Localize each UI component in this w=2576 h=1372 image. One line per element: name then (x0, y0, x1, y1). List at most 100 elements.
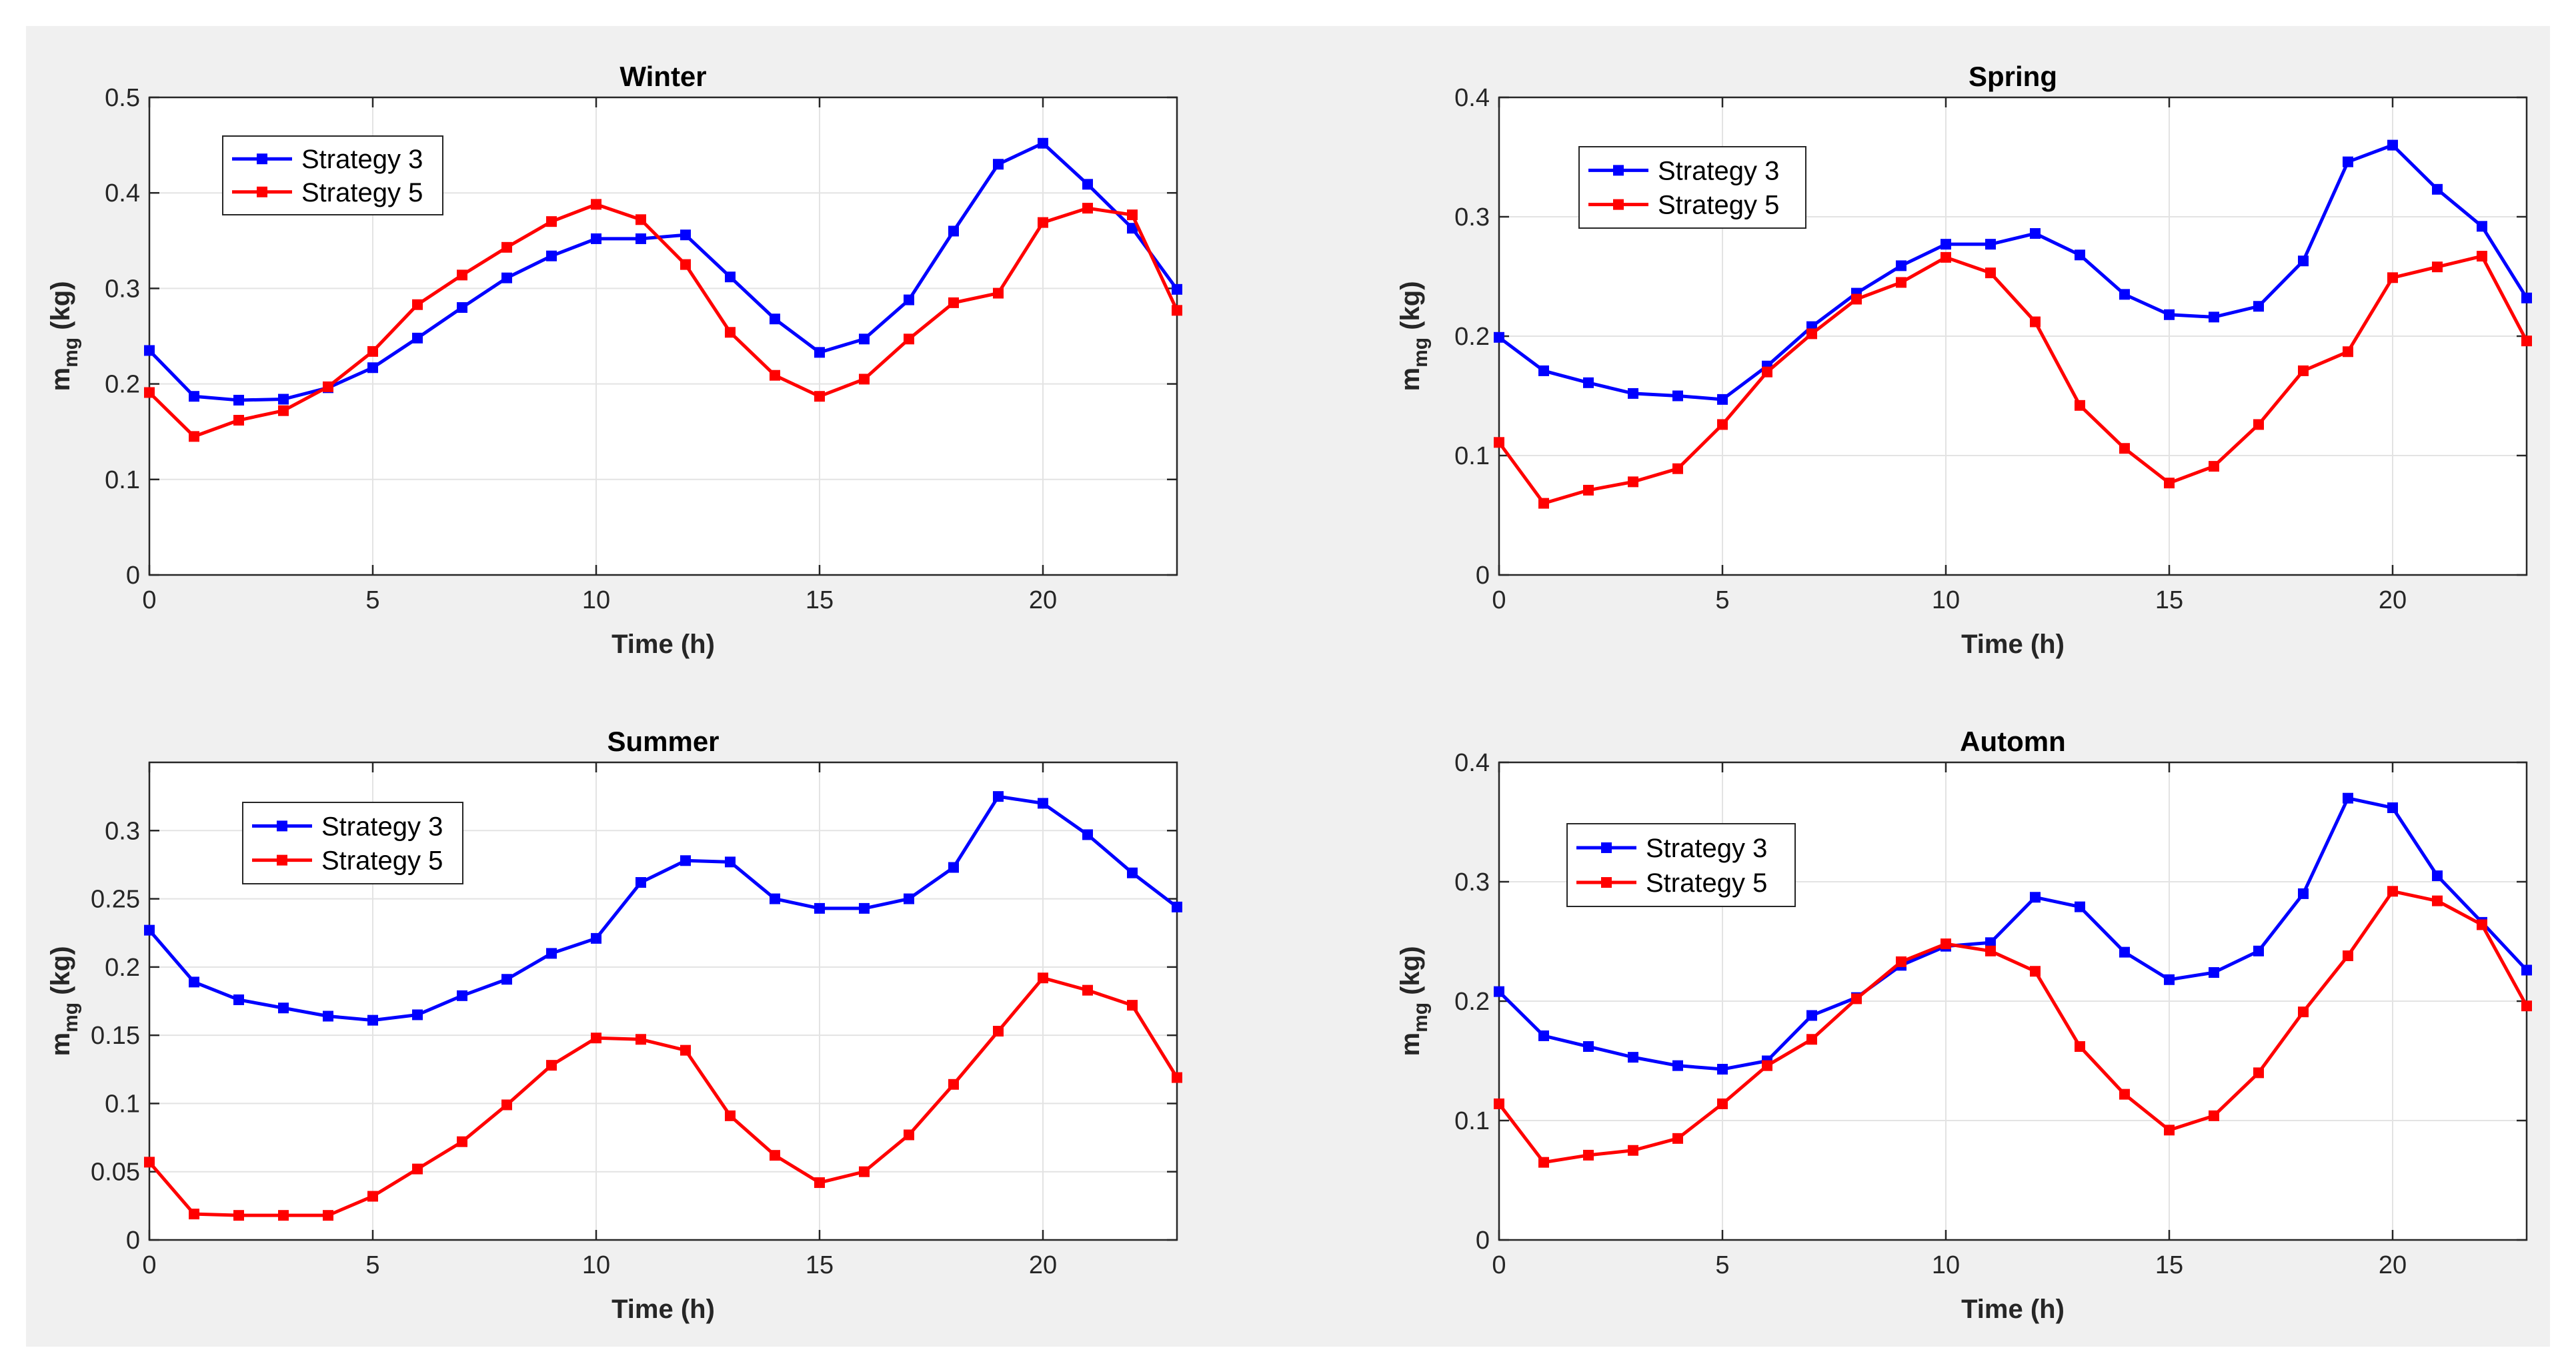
data-point (2164, 309, 2175, 320)
x-tick-label: 5 (1715, 1251, 1729, 1279)
data-point (1985, 945, 1996, 956)
data-point (2119, 289, 2130, 300)
data-point (2119, 1089, 2130, 1100)
data-point (2209, 967, 2219, 978)
data-point (1628, 1145, 1638, 1156)
data-point (2477, 919, 2487, 930)
data-point (2343, 156, 2353, 167)
data-point (993, 159, 1004, 170)
chart-title: Summer (607, 726, 719, 757)
data-point (2521, 964, 2532, 976)
x-tick-label: 15 (806, 1251, 834, 1279)
legend-box (1566, 823, 1796, 907)
data-point (2164, 1125, 2175, 1136)
chart-title: Spring (1969, 61, 2057, 92)
data-point (457, 302, 467, 313)
x-tick-label: 20 (2379, 586, 2407, 614)
data-point (412, 332, 423, 344)
data-point (2075, 400, 2085, 411)
legend-entry-label: Strategy 5 (1658, 191, 1779, 220)
data-point (2387, 139, 2398, 151)
data-point (1806, 328, 1817, 339)
data-point (2075, 901, 2085, 912)
legend-swatch-marker (257, 186, 267, 197)
data-point (859, 902, 870, 914)
data-point (2030, 966, 2041, 977)
data-point (1127, 209, 1138, 221)
data-point (1538, 1030, 1549, 1041)
data-point (1038, 137, 1048, 149)
data-point (904, 294, 914, 305)
data-point (546, 250, 557, 261)
y-axis-label: mmg (kg) (1396, 946, 1432, 1056)
data-point (1583, 1149, 1594, 1161)
y-tick-label: 0.05 (91, 1159, 140, 1187)
series-line-1 (1498, 796, 2528, 1071)
data-point (993, 287, 1004, 299)
data-point (1672, 390, 1683, 402)
data-point (1806, 1034, 1817, 1045)
legend-entry-label: Strategy 5 (301, 178, 423, 207)
data-point (1494, 331, 1504, 343)
data-point (1717, 1098, 1728, 1109)
data-point (2298, 888, 2309, 899)
data-point (1538, 1157, 1549, 1168)
data-point (2253, 301, 2264, 312)
data-point (1628, 476, 1638, 488)
data-point (2119, 443, 2130, 454)
data-point (2209, 311, 2219, 323)
chart-title: Automn (1960, 726, 2066, 757)
data-point (1127, 223, 1138, 234)
y-tick-label: 0.1 (1454, 442, 1490, 470)
data-point (2521, 1000, 2532, 1012)
data-point (1896, 260, 1906, 271)
data-point (725, 856, 736, 868)
chart-panel-automn: 0 5 10 15 20 0 0.1 0.2 0.3 0.4 Automn Time (h) mmg (… (1396, 726, 2532, 1324)
data-point (680, 1045, 691, 1056)
y-tick-label: 0.3 (105, 817, 140, 845)
series-line-2 (148, 202, 1179, 438)
y-tick-label: 0.4 (1454, 749, 1490, 777)
y-tick-label: 0.1 (105, 466, 140, 494)
data-point (412, 1009, 423, 1020)
data-point (1082, 203, 1093, 214)
legend-swatch-marker (1613, 199, 1624, 210)
x-tick-label: 0 (1492, 1251, 1506, 1279)
y-axis-label: mmg (kg) (1396, 281, 1432, 391)
data-point (725, 1110, 736, 1121)
data-point (233, 394, 244, 406)
data-point (1941, 239, 1951, 250)
legend-swatch-marker (1601, 842, 1612, 853)
data-point (1985, 239, 1996, 250)
data-point (546, 216, 557, 227)
data-point (367, 362, 378, 374)
legend-swatch-marker (1601, 877, 1612, 888)
series-line-2 (1498, 889, 2529, 1165)
data-point (367, 1191, 378, 1202)
data-point (501, 1099, 512, 1111)
data-point (2164, 974, 2175, 985)
data-point (904, 333, 914, 345)
data-point (1583, 484, 1594, 496)
data-point (1172, 1072, 1182, 1083)
y-label-unit: (kg) (1396, 946, 1425, 1002)
data-point (2477, 251, 2487, 262)
data-point (501, 272, 512, 283)
y-tick-label: 0.1 (105, 1090, 140, 1118)
data-point (725, 271, 736, 283)
data-point (2253, 419, 2264, 430)
data-point (814, 391, 825, 402)
data-point (859, 374, 870, 385)
legend-entry-label: Strategy 3 (301, 145, 423, 174)
x-tick-label: 20 (1029, 586, 1057, 614)
data-point (2387, 272, 2398, 283)
axes-box (148, 96, 1178, 576)
data-point (1672, 463, 1683, 474)
data-point (144, 1157, 155, 1168)
data-point (1851, 293, 1862, 305)
data-point (904, 1129, 914, 1141)
data-point (278, 405, 289, 416)
y-label-main: m (1396, 1033, 1425, 1057)
data-point (591, 932, 601, 944)
data-point (2075, 249, 2085, 261)
